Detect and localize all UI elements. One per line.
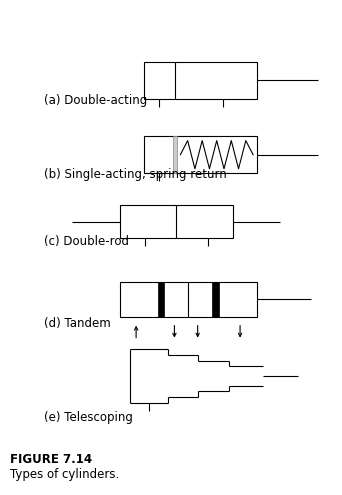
Bar: [120, 205, 233, 238]
Bar: [158, 282, 164, 317]
Bar: [173, 136, 177, 173]
Bar: [144, 62, 256, 99]
Bar: [212, 282, 219, 317]
Bar: [144, 136, 256, 173]
Bar: [120, 282, 256, 317]
Text: (b) Single-acting, spring return: (b) Single-acting, spring return: [44, 168, 227, 181]
Text: (c) Double-rod: (c) Double-rod: [44, 235, 130, 248]
Text: FIGURE 7.14: FIGURE 7.14: [10, 453, 92, 466]
Text: Types of cylinders.: Types of cylinders.: [10, 468, 119, 481]
Text: (d) Tandem: (d) Tandem: [44, 317, 111, 330]
Text: (e) Telescoping: (e) Telescoping: [44, 411, 133, 424]
Text: (a) Double-acting: (a) Double-acting: [44, 94, 148, 107]
